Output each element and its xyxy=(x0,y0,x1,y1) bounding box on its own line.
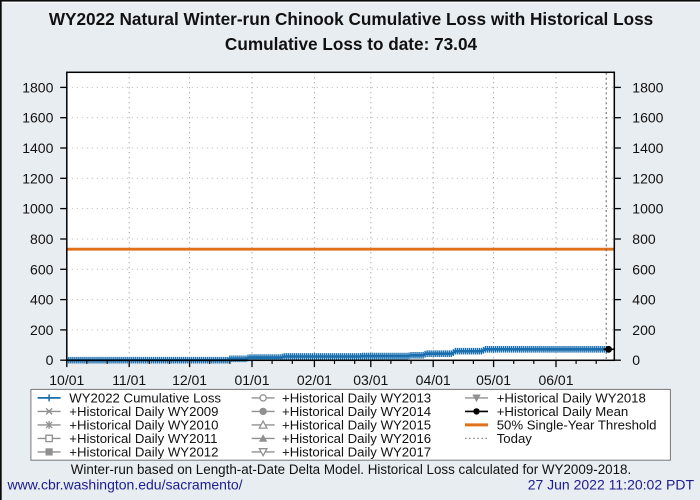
svg-text:1600: 1600 xyxy=(632,110,663,126)
svg-text:12/01: 12/01 xyxy=(172,372,207,388)
svg-text:0: 0 xyxy=(46,352,54,368)
svg-text:800: 800 xyxy=(632,231,656,247)
svg-text:800: 800 xyxy=(30,231,54,247)
svg-text:1400: 1400 xyxy=(22,140,53,156)
svg-text:+Historical Daily WY2013: +Historical Daily WY2013 xyxy=(282,391,431,406)
svg-text:www.cbr.washington.edu/sacrame: www.cbr.washington.edu/sacramento/ xyxy=(7,477,243,493)
svg-text:200: 200 xyxy=(30,322,54,338)
svg-text:+Historical Daily WY2009: +Historical Daily WY2009 xyxy=(69,404,218,419)
svg-text:WY2022 Cumulative Loss: WY2022 Cumulative Loss xyxy=(69,391,221,406)
svg-text:400: 400 xyxy=(30,292,54,308)
svg-text:Today: Today xyxy=(497,431,533,446)
svg-text:+Historical Daily WY2015: +Historical Daily WY2015 xyxy=(282,418,431,433)
svg-text:+Historical Daily WY2010: +Historical Daily WY2010 xyxy=(69,418,218,433)
svg-text:600: 600 xyxy=(632,261,656,277)
svg-text:10/01: 10/01 xyxy=(49,372,84,388)
svg-text:1200: 1200 xyxy=(22,170,53,186)
svg-text:+Historical Daily WY2014: +Historical Daily WY2014 xyxy=(282,404,431,419)
svg-text:+Historical Daily WY2011: +Historical Daily WY2011 xyxy=(69,431,217,446)
svg-text:06/01: 06/01 xyxy=(538,372,573,388)
svg-text:200: 200 xyxy=(632,322,656,338)
svg-text:27 Jun 2022 11:20:02 PDT: 27 Jun 2022 11:20:02 PDT xyxy=(528,477,695,493)
svg-text:1600: 1600 xyxy=(22,110,53,126)
svg-text:1800: 1800 xyxy=(632,79,663,95)
svg-text:01/01: 01/01 xyxy=(234,372,269,388)
svg-text:Winter-run based on Length-at-: Winter-run based on Length-at-Date Delta… xyxy=(71,462,631,477)
svg-text:+Historical Daily WY2012: +Historical Daily WY2012 xyxy=(69,445,218,460)
svg-text:02/01: 02/01 xyxy=(297,372,332,388)
svg-text:+Historical Daily WY2016: +Historical Daily WY2016 xyxy=(282,431,431,446)
svg-text:1200: 1200 xyxy=(632,170,663,186)
svg-text:03/01: 03/01 xyxy=(353,372,388,388)
svg-text:+Historical Daily WY2018: +Historical Daily WY2018 xyxy=(497,391,646,406)
svg-text:400: 400 xyxy=(632,292,656,308)
svg-text:04/01: 04/01 xyxy=(416,372,451,388)
svg-text:05/01: 05/01 xyxy=(476,372,511,388)
svg-text:WY2022 Natural Winter-run Chin: WY2022 Natural Winter-run Chinook Cumula… xyxy=(49,9,653,29)
svg-text:0: 0 xyxy=(632,352,640,368)
svg-text:1400: 1400 xyxy=(632,140,663,156)
svg-text:Cumulative Loss to date: 73.04: Cumulative Loss to date: 73.04 xyxy=(225,34,478,54)
svg-text:600: 600 xyxy=(30,261,54,277)
svg-text:50% Single-Year Threshold: 50% Single-Year Threshold xyxy=(497,418,657,433)
svg-text:1000: 1000 xyxy=(632,201,663,217)
svg-text:1000: 1000 xyxy=(22,201,53,217)
svg-text:+Historical Daily Mean: +Historical Daily Mean xyxy=(497,404,629,419)
svg-text:1800: 1800 xyxy=(22,79,53,95)
svg-text:+Historical Daily WY2017: +Historical Daily WY2017 xyxy=(282,445,431,460)
svg-text:11/01: 11/01 xyxy=(112,372,146,388)
